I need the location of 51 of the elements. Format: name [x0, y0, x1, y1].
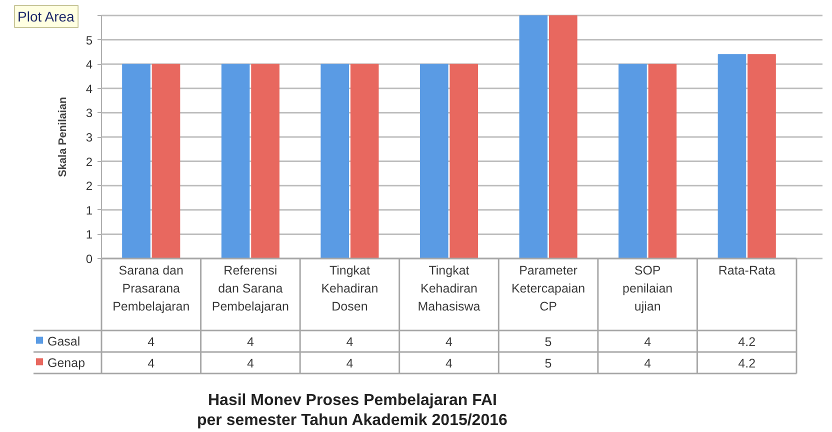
- bar: [251, 64, 280, 259]
- legend-label: Gasal: [48, 334, 80, 348]
- bar: [549, 15, 578, 259]
- y-tick-label: 2: [86, 179, 93, 194]
- data-label: 4: [644, 356, 652, 370]
- x-tick-label: Sarana dan Prasarana Pembelajaran: [112, 264, 190, 314]
- y-tick-label: 2: [86, 154, 93, 169]
- bar: [221, 64, 250, 259]
- bar: [648, 64, 677, 259]
- data-label: 4: [148, 356, 155, 370]
- bar: [718, 54, 746, 259]
- bar: [152, 64, 180, 259]
- y-tick-label: 0: [86, 252, 93, 266]
- x-tick-label: Rata-Rata: [718, 264, 776, 278]
- bar: [122, 64, 150, 259]
- data-label: 4: [644, 334, 652, 349]
- y-tick-label: 4: [86, 58, 93, 72]
- data-label: 4.2: [738, 334, 756, 349]
- x-tick-label: Tingkat Kehadiran Dosen: [321, 264, 378, 314]
- data-label: 4.2: [738, 356, 756, 370]
- text: Hasil Monev Proses Pembelajaran FAI: [208, 392, 498, 409]
- y-tick-label: 4: [86, 82, 93, 96]
- bar: [420, 64, 448, 259]
- data-label: 4: [346, 334, 354, 349]
- bar: [450, 64, 478, 259]
- bar: [320, 64, 349, 259]
- data-label: 5: [544, 356, 552, 370]
- data-label: 4: [346, 356, 354, 370]
- data-label: 4: [246, 356, 254, 370]
- y-tick-label: 5: [86, 33, 93, 48]
- bar: [350, 64, 379, 259]
- bar: [519, 15, 548, 259]
- x-tick-label: Tingkat Kehadiran Mahasiswa: [418, 264, 480, 314]
- x-tick-label: Referensi dan Sarana Pembelajaran: [212, 264, 290, 314]
- data-label: 4: [148, 334, 155, 349]
- bar: [748, 54, 776, 259]
- text: Plot Area: [18, 8, 75, 24]
- data-label: 4: [246, 334, 254, 349]
- y-tick-label: 3: [86, 106, 93, 120]
- bar: [618, 64, 647, 259]
- text: per semester Tahun Akademik 2015/2016: [197, 412, 508, 429]
- y-tick-label: 3: [86, 130, 93, 144]
- y-tick-label: 1: [86, 228, 93, 242]
- data-label: 4: [446, 334, 453, 349]
- y-axis-title: Skala Penilaian: [56, 96, 69, 178]
- x-tick-label: Parameter Ketercapaian CP: [511, 264, 586, 314]
- y-tick-label: 1: [86, 203, 93, 218]
- data-label: 4: [446, 356, 453, 370]
- data-label: 5: [544, 334, 552, 349]
- x-tick-label: SOP penilaian ujian: [622, 264, 673, 314]
- legend-label: Genap: [48, 356, 86, 370]
